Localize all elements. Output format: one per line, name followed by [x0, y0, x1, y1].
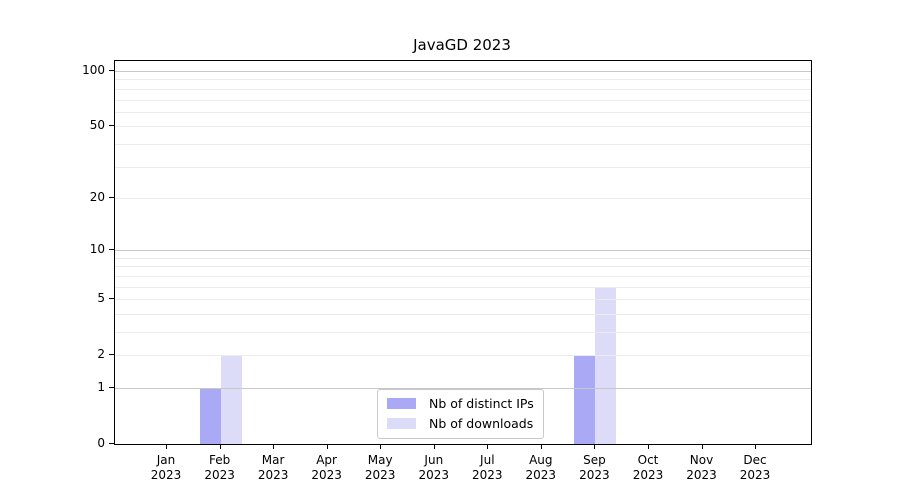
- x-tick-mark-oct: [648, 444, 649, 449]
- y-tick-label-5: 5: [97, 291, 105, 306]
- x-tick-label-sep: Sep 2023: [579, 453, 610, 482]
- legend-label-distinct-ips: Nb of distinct IPs: [429, 396, 534, 411]
- x-tick-label-jun: Jun 2023: [418, 453, 450, 482]
- legend-label-downloads: Nb of downloads: [429, 416, 534, 431]
- y-tick-label-100: 100: [82, 63, 105, 77]
- x-tick-label-jan: Jan 2023: [150, 453, 182, 482]
- legend-swatch-downloads-icon: [387, 418, 416, 429]
- y-tick-label-50: 50: [89, 118, 105, 133]
- y-tick-label-10: 10: [89, 242, 105, 257]
- x-tick-label-dec: Dec 2023: [739, 453, 771, 482]
- legend-item-distinct-ips: Nb of distinct IPs: [387, 396, 534, 411]
- gridline-9: [115, 257, 811, 259]
- x-tick-mark-aug: [540, 444, 542, 449]
- x-tick-mark-mar: [273, 444, 275, 449]
- gridline-90: [115, 79, 811, 81]
- bar-sep-downloads: [595, 286, 617, 444]
- x-tick-mark-may: [380, 444, 382, 449]
- x-tick-mark-apr: [326, 444, 328, 449]
- gridline-8: [115, 266, 811, 268]
- x-tick-mark-sep: [594, 444, 596, 449]
- x-tick-mark-dec: [755, 444, 756, 449]
- x-tick-label-mar: Mar 2023: [257, 453, 289, 482]
- gridline-20: [115, 197, 811, 199]
- gridline-70: [115, 99, 811, 101]
- gridline-6: [115, 286, 811, 288]
- x-tick-label-aug: Aug 2023: [525, 453, 557, 482]
- gridline-80: [115, 88, 811, 90]
- y-tick-mark-5: [109, 298, 114, 300]
- legend-item-downloads: Nb of downloads: [387, 416, 534, 431]
- gridline-7: [115, 275, 811, 277]
- y-tick-label-20: 20: [89, 189, 105, 204]
- gridline-5: [115, 299, 811, 301]
- x-tick-label-may: May 2023: [364, 453, 396, 482]
- legend: Nb of distinct IPs Nb of downloads: [377, 389, 544, 439]
- y-tick-mark-100: [109, 70, 114, 71]
- y-tick-mark-10: [109, 249, 114, 251]
- x-tick-label-nov: Nov 2023: [686, 453, 717, 482]
- x-tick-label-jul: Jul 2023: [472, 453, 503, 482]
- x-tick-mark-nov: [701, 444, 703, 449]
- gridline-3: [115, 332, 811, 333]
- bar-feb-distinct-ips: [199, 388, 221, 444]
- x-tick-mark-jan: [166, 444, 167, 449]
- legend-swatch-distinct-ips-icon: [387, 398, 416, 409]
- gridline-10: [115, 250, 811, 252]
- gridline-30: [115, 166, 811, 168]
- gridline-4: [115, 313, 811, 315]
- y-tick-mark-20: [109, 196, 114, 198]
- y-tick-label-2: 2: [97, 347, 105, 362]
- x-tick-mark-jul: [487, 444, 489, 449]
- gridline-60: [115, 111, 811, 113]
- y-tick-label-1: 1: [97, 380, 105, 394]
- x-tick-label-feb: Feb 2023: [204, 453, 235, 482]
- y-tick-mark-2: [109, 354, 114, 356]
- y-tick-mark-1: [109, 387, 114, 388]
- plot-area: Nb of distinct IPs Nb of downloads: [114, 60, 812, 445]
- x-tick-mark-jun: [433, 444, 435, 449]
- gridline-50: [115, 126, 811, 128]
- x-tick-label-oct: Oct 2023: [632, 453, 664, 482]
- chart-title: JavaGD 2023: [413, 36, 511, 54]
- bar-sep-distinct-ips: [574, 355, 596, 444]
- y-tick-label-0: 0: [97, 436, 105, 450]
- x-tick-mark-feb: [219, 444, 221, 449]
- gridline-100: [115, 71, 811, 72]
- x-tick-label-apr: Apr 2023: [311, 453, 342, 482]
- gridline-2: [115, 355, 811, 357]
- y-tick-mark-50: [109, 125, 114, 127]
- gridline-40: [115, 143, 811, 145]
- y-tick-mark-0: [109, 443, 114, 444]
- bar-feb-downloads: [220, 355, 242, 444]
